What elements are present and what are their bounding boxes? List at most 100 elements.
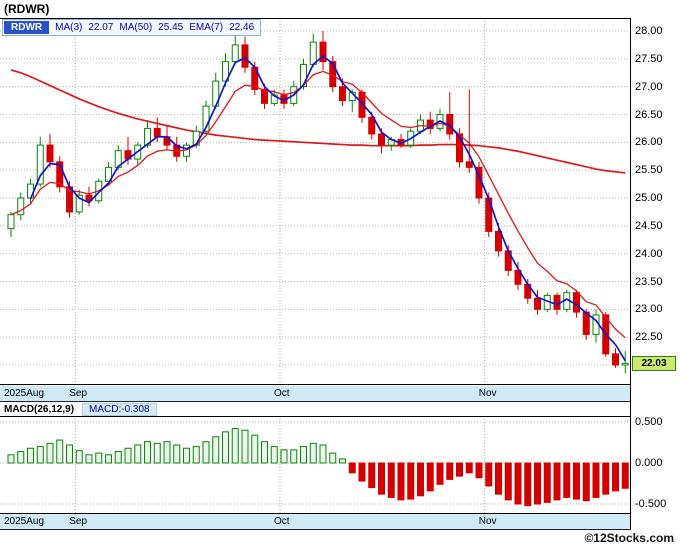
price-tick-label: 27.50 (635, 52, 663, 65)
last-price-badge: 22.03 (632, 356, 676, 372)
macd-bar-negative (436, 462, 444, 485)
price-tick-label: 24.00 (635, 247, 663, 260)
macd-bar-negative (563, 462, 571, 498)
macd-axis: 0.500 0.000 -0.500 (633, 416, 679, 514)
ma3-line (29, 54, 626, 362)
macd-bar-negative (446, 462, 454, 480)
axis-divider (630, 18, 631, 529)
macd-bar-positive (183, 447, 190, 464)
price-tick-label: 26.00 (635, 136, 663, 149)
macd-bar-negative (582, 462, 590, 502)
macd-bars (7, 428, 629, 507)
candle-body (573, 292, 580, 313)
ma3-label: MA(3) (55, 22, 83, 33)
macd-bar-negative (612, 462, 619, 492)
watermark: ©12Stocks.com (584, 531, 674, 545)
macd-bar-positive (280, 449, 288, 464)
macd-label: MACD(26,12,9) (4, 403, 75, 415)
symbol-badge: RDWR (4, 21, 50, 34)
macd-bar-positive (105, 454, 112, 464)
macd-bar-positive (270, 446, 278, 464)
macd-bar-positive (36, 446, 44, 464)
candle-body (75, 194, 83, 213)
price-tick-label: 22.50 (635, 331, 663, 344)
macd-histogram-chart (0, 416, 631, 514)
macd-bar-positive (329, 452, 337, 464)
candle-body (368, 116, 376, 135)
macd-bar-positive (202, 441, 210, 464)
price-tick-label: 27.00 (635, 80, 663, 93)
candle-body (261, 88, 268, 104)
indicator-legend: RDWR MA(3) 22.07 MA(50) 25.45 EMA(7) 22.… (2, 19, 262, 36)
candle-body (36, 144, 44, 185)
macd-bar-positive (75, 450, 83, 464)
candle-body (621, 362, 629, 366)
macd-bar-negative (397, 462, 405, 501)
price-axis: 28.00 27.50 27.00 26.50 26.00 25.50 25.00 24.50… (633, 18, 679, 385)
candles (7, 31, 629, 374)
candle-body (17, 197, 25, 216)
macd-bar-positive (261, 441, 268, 464)
macd-bar-negative (592, 462, 600, 498)
macd-bar-positive (7, 454, 15, 464)
macd-bar-positive (27, 447, 34, 464)
macd-bar-positive (66, 444, 73, 464)
macd-tick-label: 0.500 (635, 416, 663, 428)
macd-bar-positive (46, 442, 54, 464)
candle-body (7, 214, 15, 230)
macd-bar-negative (524, 462, 532, 507)
macd-bar-positive (300, 446, 307, 464)
macd-bar-positive (134, 444, 142, 464)
candle-body (105, 166, 112, 182)
month-label: 2025Aug (4, 516, 45, 527)
macd-bar-negative (378, 462, 385, 495)
macd-bar-positive (163, 441, 171, 464)
ema7-label: EMA(7) (189, 22, 224, 33)
macd-bar-negative (602, 462, 610, 495)
price-tick-label: 23.00 (635, 303, 663, 316)
macd-bar-negative (573, 462, 580, 500)
month-label: Nov (478, 516, 497, 527)
price-candlestick-chart (0, 18, 631, 385)
candle-body (456, 133, 463, 163)
macd-bar-positive (17, 451, 25, 464)
price-tick-label: 25.50 (635, 164, 663, 177)
macd-bar-negative (368, 462, 376, 489)
candle-body (56, 161, 64, 188)
month-label: Nov (478, 388, 497, 399)
month-label: Sep (69, 388, 88, 399)
ema7-value: 22.46 (229, 22, 255, 33)
candle-body (553, 294, 561, 310)
candle-body (241, 44, 249, 68)
macd-bar-negative (504, 462, 512, 501)
candle-body (202, 105, 210, 132)
macd-bar-positive (241, 429, 249, 464)
timeline-bottom: 2025Aug Sep Oct Nov (0, 514, 631, 530)
macd-tick-label: -0.500 (635, 498, 667, 510)
price-tick-label: 28.00 (635, 25, 663, 37)
macd-tick-label: 0.000 (635, 457, 663, 469)
macd-bar-negative (426, 462, 434, 492)
macd-bar-positive (290, 449, 298, 464)
macd-bar-positive (222, 431, 229, 464)
candle-body (319, 41, 327, 63)
candle-body (378, 133, 385, 146)
candle-body (231, 44, 239, 63)
month-label: Oct (274, 516, 290, 527)
macd-bar-negative (621, 462, 629, 489)
macd-bar-negative (456, 462, 463, 477)
ma3-value: 22.07 (88, 22, 114, 33)
price-tick-label: 23.50 (635, 275, 663, 288)
price-tick-label: 26.50 (635, 108, 663, 121)
candle-body (612, 353, 619, 366)
macd-bar-negative (465, 462, 473, 474)
page-title: (RDWR) (4, 2, 50, 16)
candle-body (153, 127, 161, 138)
macd-bar-negative (417, 462, 424, 497)
candle-body (534, 297, 541, 310)
macd-bar-positive (124, 447, 132, 464)
macd-bar-positive (153, 442, 161, 464)
candle-body (514, 269, 522, 285)
macd-bar-positive (95, 452, 103, 464)
